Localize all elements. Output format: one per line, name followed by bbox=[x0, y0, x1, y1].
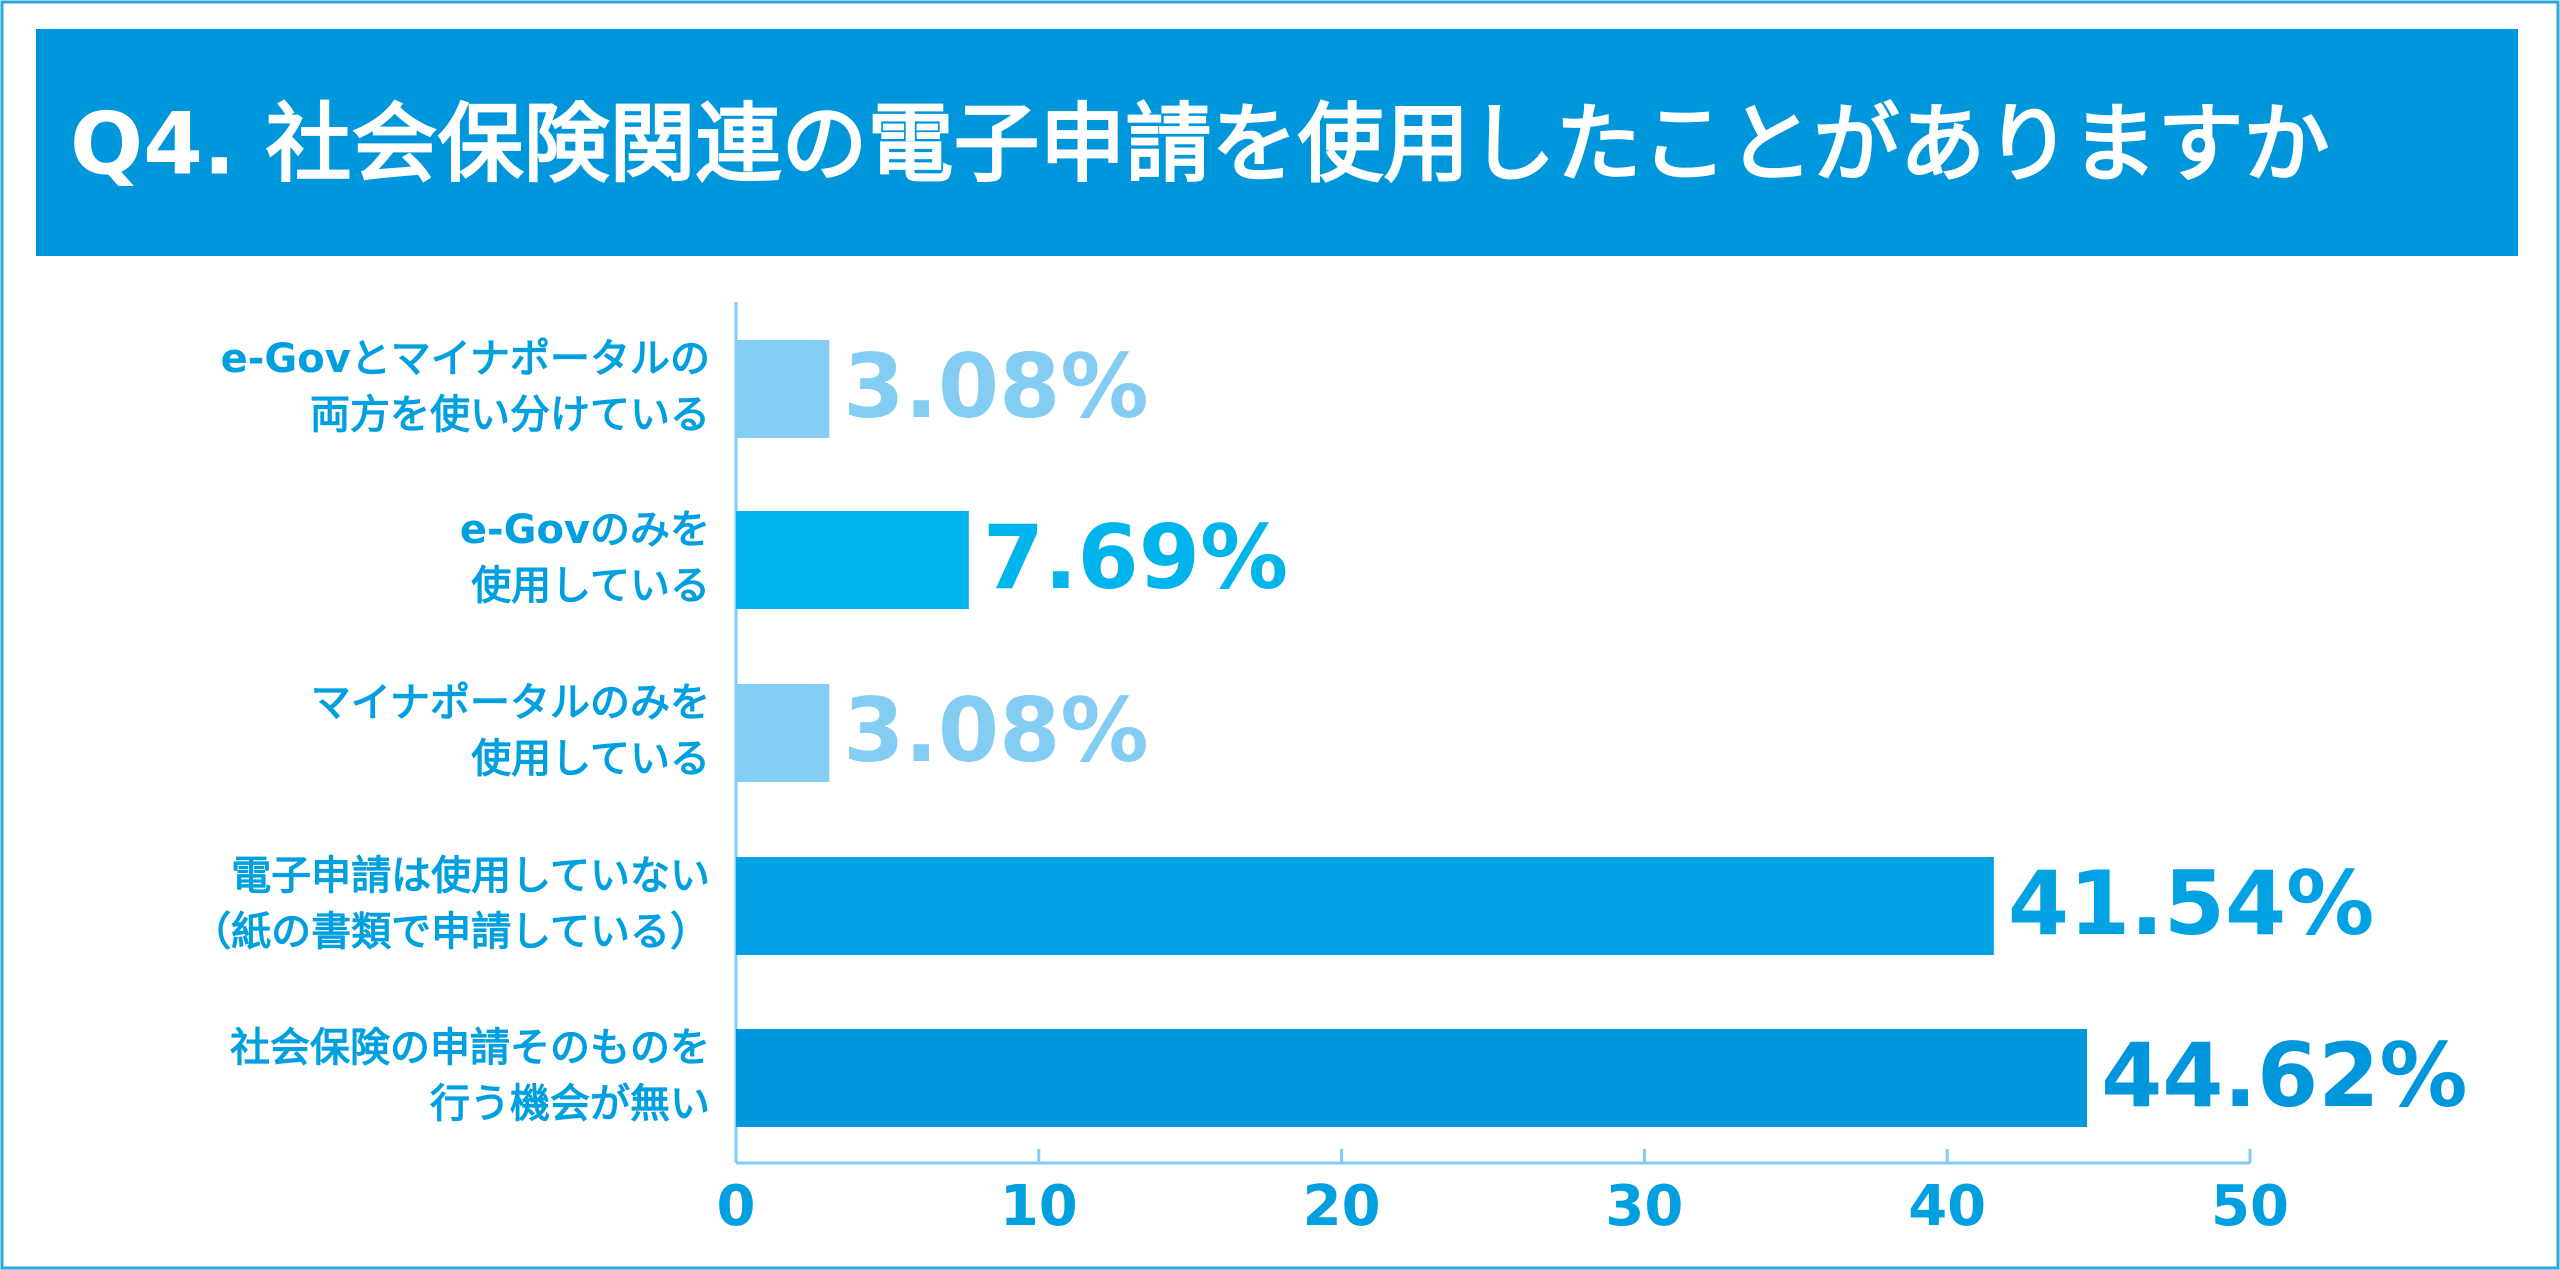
y-tick-label: マイナポータルのみを bbox=[311, 680, 710, 726]
chart-title: Q4. 社会保険関連の電子申請を使用したことがありますか bbox=[70, 94, 2330, 194]
bar bbox=[736, 511, 969, 609]
x-tick-label: 50 bbox=[2211, 1174, 2289, 1239]
title-banner bbox=[36, 29, 2518, 256]
x-tick-label: 0 bbox=[717, 1174, 756, 1239]
y-tick-label: 電子申請は使用していない bbox=[231, 853, 710, 899]
y-tick-label: 使用している bbox=[471, 736, 710, 782]
bar bbox=[736, 1029, 2088, 1127]
value-label: 7.69% bbox=[983, 506, 1288, 609]
x-tick-label: 30 bbox=[1605, 1174, 1683, 1239]
value-label: 41.54% bbox=[2008, 852, 2375, 955]
y-tick-label: 使用している bbox=[471, 563, 710, 609]
bar bbox=[736, 857, 1994, 955]
value-label: 44.62% bbox=[2101, 1024, 2468, 1127]
y-tick-label: 両方を使い分けている bbox=[310, 392, 710, 438]
y-tick-label: （紙の書類で申請している） bbox=[191, 909, 710, 955]
y-tick-label: 行う機会が無い bbox=[430, 1081, 710, 1127]
y-tick-label: e-Govとマイナポータルの bbox=[221, 336, 710, 382]
x-tick-label: 40 bbox=[1908, 1174, 1986, 1239]
value-label: 3.08% bbox=[843, 679, 1148, 782]
bar bbox=[736, 340, 830, 438]
y-tick-label: 社会保険の申請そのものを bbox=[230, 1025, 710, 1071]
x-tick-label: 20 bbox=[1303, 1174, 1381, 1239]
y-tick-label: e-Govのみを bbox=[460, 507, 710, 553]
x-tick-label: 10 bbox=[1000, 1174, 1078, 1239]
bar bbox=[736, 684, 830, 782]
value-label: 3.08% bbox=[843, 335, 1148, 438]
